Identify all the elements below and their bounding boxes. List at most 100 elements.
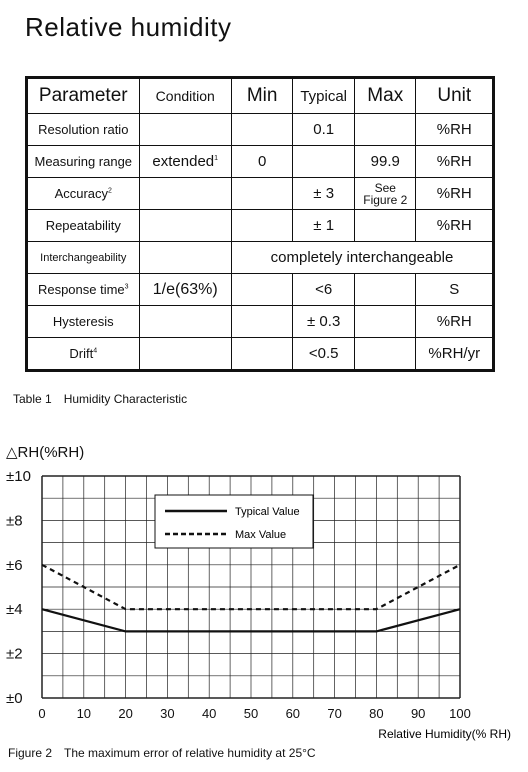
- row-parameter: Hysteresis: [26, 305, 140, 338]
- row-min: [230, 177, 294, 210]
- row-min: 0: [230, 145, 294, 178]
- header-min: Min: [230, 77, 294, 114]
- x-tick-label: 0: [38, 706, 45, 721]
- x-tick-label: 80: [369, 706, 383, 721]
- chart-y-axis-label: △RH(%RH): [6, 444, 85, 461]
- row-min: [230, 305, 294, 338]
- y-tick-label: ±6: [6, 557, 23, 574]
- footnote-marker: 4: [93, 347, 98, 355]
- humidity-spec-table: Parameter Condition Min Typical Max Unit…: [25, 76, 495, 372]
- row-unit: %RH: [415, 209, 494, 242]
- page-title: Relative humidity: [25, 12, 232, 42]
- table-row: Repeatability ± 1 %RH: [26, 209, 494, 242]
- row-condition: [138, 305, 232, 338]
- row-max: [354, 337, 417, 371]
- legend-label: Max Value: [235, 529, 286, 541]
- row-max: [354, 273, 417, 306]
- footnote-marker: 3: [124, 283, 129, 291]
- footnote-marker: 2: [108, 187, 112, 195]
- table-row: Drift4 <0.5 %RH/yr: [26, 337, 494, 371]
- see-text: See: [374, 180, 396, 195]
- row-typical: ± 0.3: [292, 305, 356, 338]
- row-max: 99.9: [354, 145, 417, 178]
- header-unit: Unit: [415, 77, 494, 114]
- max-value-line: [41, 563, 461, 611]
- row-unit: %RH: [415, 305, 494, 338]
- row-unit: %RH: [415, 113, 494, 146]
- table-caption-text: Humidity Characteristic: [63, 392, 188, 406]
- x-tick-label: 60: [286, 706, 300, 721]
- x-tick-label: 30: [160, 706, 174, 721]
- row-typical: ± 1: [292, 209, 356, 242]
- table-row: Accuracy2 ± 3 See Figure 2 %RH: [26, 177, 494, 210]
- table-caption-label: Table 1: [13, 392, 52, 406]
- row-condition: [138, 177, 232, 210]
- row-min: [230, 273, 294, 306]
- row-unit: %RH: [415, 145, 494, 178]
- humidity-error-chart: ±0 ±2 ±4 ±6 ±8 ±10 0 10 20 30 40 50 60 70 80 90 100 Typi…: [6, 468, 511, 741]
- row-condition: [138, 113, 232, 146]
- row-unit: S: [415, 273, 494, 306]
- header-typical: Typical: [292, 77, 356, 114]
- row-condition: [138, 209, 232, 242]
- y-tick-label: ±8: [6, 512, 23, 529]
- y-tick-label: ±0: [6, 690, 23, 707]
- x-tick-label: 10: [77, 706, 91, 721]
- row-parameter: Repeatability: [26, 209, 140, 242]
- figure-caption-label: Figure 2: [8, 746, 53, 760]
- row-parameter: Accuracy2: [26, 177, 140, 210]
- row-unit: %RH/yr: [415, 337, 494, 371]
- figure-caption: Figure 2 The maximum error of relative hu…: [8, 746, 328, 760]
- table-row: Hysteresis ± 0.3 %RH: [26, 305, 494, 338]
- table-row: Interchangeability completely interchang…: [26, 241, 495, 274]
- x-tick-label: 20: [118, 706, 132, 721]
- row-parameter: Response time3: [26, 273, 140, 306]
- row-typical: ± 3: [292, 177, 356, 210]
- condition-text: extended: [152, 153, 215, 170]
- x-tick-label: 70: [327, 706, 341, 721]
- row-condition: [138, 241, 232, 274]
- row-condition: extended1: [138, 145, 232, 178]
- y-tick-label: ±4: [6, 601, 23, 618]
- row-typical: 0.1: [292, 113, 356, 146]
- x-tick-label: 90: [411, 706, 425, 721]
- row-merged-value: completely interchangeable: [230, 241, 495, 274]
- row-typical: <6: [292, 273, 356, 306]
- figure-ref: Figure 2: [363, 192, 408, 207]
- legend-label: Typical Value: [235, 506, 300, 518]
- row-condition: [138, 337, 232, 371]
- typical-value-line: [41, 608, 461, 633]
- footnote-marker: 1: [214, 155, 219, 162]
- row-condition: 1/e(63%): [138, 273, 232, 306]
- row-max: [354, 113, 417, 146]
- row-min: [230, 209, 294, 242]
- chart-x-axis-label: Relative Humidity(% RH): [378, 727, 511, 741]
- parameter-text: Accuracy: [54, 186, 109, 201]
- table-row: Measuring range extended1 0 99.9 %RH: [26, 145, 494, 178]
- row-parameter: Interchangeability: [26, 241, 140, 274]
- row-max: [354, 305, 417, 338]
- header-condition: Condition: [138, 77, 232, 114]
- row-unit: %RH: [415, 177, 494, 210]
- chart-legend: [154, 494, 314, 549]
- row-min: [230, 337, 294, 371]
- header-parameter: Parameter: [26, 77, 140, 114]
- row-typical: [292, 145, 356, 178]
- x-tick-label: 50: [244, 706, 258, 721]
- row-parameter: Measuring range: [26, 145, 140, 178]
- table-row: Response time3 1/e(63%) <6 S: [26, 273, 494, 306]
- row-typical: <0.5: [292, 337, 356, 371]
- x-tick-label: 40: [202, 706, 216, 721]
- row-min: [230, 113, 294, 146]
- y-tick-label: ±2: [6, 646, 23, 663]
- table-row: Resolution ratio 0.1 %RH: [26, 113, 494, 146]
- parameter-text: Response time: [37, 282, 125, 297]
- figure-caption-text: The maximum error of relative humidity a…: [64, 746, 316, 760]
- x-tick-label: 100: [449, 706, 471, 721]
- parameter-text: Drift: [69, 346, 94, 361]
- row-parameter: Drift4: [26, 337, 140, 371]
- table-caption: Table 1 Humidity Characteristic: [13, 392, 199, 406]
- row-max: See Figure 2: [354, 177, 417, 210]
- y-tick-label: ±10: [6, 468, 31, 485]
- header-max: Max: [354, 77, 417, 114]
